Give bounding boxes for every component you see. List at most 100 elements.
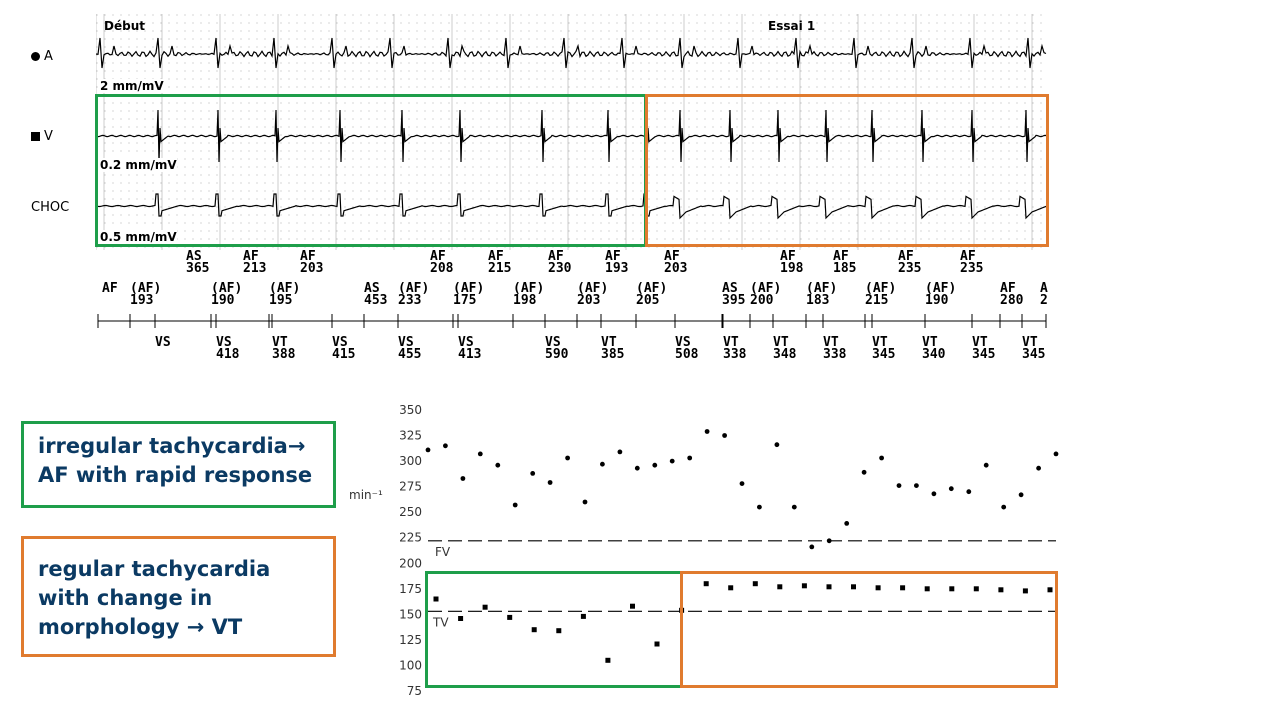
atrial-rate-point (722, 433, 727, 438)
green-highlight-box-ecg (95, 94, 647, 247)
upper-marker-value: 230 (548, 261, 572, 276)
atrial-rate-point (879, 455, 884, 461)
tv-label: TV (432, 615, 449, 629)
atrial-rate-point (617, 449, 623, 455)
atrial-rate-point (774, 442, 780, 448)
ventricular-rate-point (433, 596, 439, 602)
ventricular-rate-point (728, 585, 734, 591)
middle-marker-code: (AF) (269, 281, 300, 296)
ventricular-rate-point (900, 585, 906, 591)
atrial-rate-point (547, 480, 553, 485)
note-af: irregular tachycardia→ AF with rapid res… (21, 421, 336, 508)
middle-marker-code: AF (1000, 281, 1016, 296)
lower-marker-code: VT (272, 335, 288, 350)
channel-label-v: V (31, 129, 53, 144)
marker-channel: AS365AF213AF203AF208AF215AF230AF193AF203… (97, 249, 1048, 362)
upper-marker-code: AS (186, 249, 202, 264)
upper-marker-code: AF (960, 249, 976, 264)
atrial-rate-point (565, 455, 570, 461)
ventricular-rate-point (973, 586, 979, 592)
ventricular-rate-point (580, 613, 586, 619)
lower-marker-code: VS (675, 335, 691, 350)
middle-marker-value: 395 (722, 293, 745, 308)
y-tick-label: 225 (399, 531, 422, 545)
middle-marker-code: (AF) (806, 281, 837, 296)
upper-marker-code: AF (898, 249, 914, 264)
atrial-rate-point (652, 462, 658, 468)
atrial-rate-point (582, 499, 588, 505)
ventricular-rate-point (801, 583, 807, 589)
lower-marker-value: 338 (823, 347, 847, 362)
upper-marker-value: 203 (664, 261, 687, 276)
middle-marker-value: 190 (925, 293, 949, 308)
note-vt-line3: morphology → VT (38, 615, 243, 639)
middle-marker-code: AS (722, 281, 738, 296)
y-tick-label: 300 (399, 454, 422, 468)
atrial-rate-point (669, 458, 675, 464)
atrial-rate-point (809, 544, 815, 550)
middle-marker-value: 233 (398, 293, 421, 308)
middle-marker-code: AS (364, 281, 380, 296)
middle-marker-value: 175 (453, 293, 476, 308)
ventricular-rate-point (752, 581, 758, 587)
lower-marker-value: 345 (872, 347, 895, 362)
lower-marker-code: VS (155, 335, 171, 350)
middle-marker-code: (AF) (925, 281, 956, 296)
channel-label-a: A (31, 49, 53, 64)
middle-marker-value: 453 (364, 293, 387, 308)
square-icon (31, 132, 40, 141)
atrial-rate-point (704, 429, 710, 434)
upper-marker-value: 185 (833, 261, 856, 276)
upper-marker-code: AF (833, 249, 849, 264)
atrial-rate-point (757, 504, 762, 510)
lower-marker-value: 415 (332, 347, 355, 362)
ventricular-rate-point (875, 585, 881, 591)
y-tick-label: 150 (399, 607, 422, 621)
y-tick-label: 350 (399, 404, 422, 417)
orange-highlight-box-plot (680, 571, 1058, 688)
marker-trial: Essai 1 (768, 19, 816, 33)
orange-highlight-box-ecg (645, 94, 1049, 247)
upper-marker-value: 193 (605, 261, 628, 276)
middle-marker-code: (AF) (453, 281, 484, 296)
scale-a: 2 mm/mV (100, 79, 164, 93)
y-tick-label: 275 (399, 480, 422, 494)
upper-marker-value: 198 (780, 261, 804, 276)
marker-start: Début (104, 19, 145, 33)
atrial-rate-point (896, 483, 902, 488)
lower-marker-value: 413 (458, 347, 481, 362)
atrial-rate-point (791, 504, 797, 510)
ventricular-rate-point (458, 616, 464, 621)
lower-marker-code: VT (922, 335, 938, 350)
middle-marker-value: 215 (865, 293, 888, 308)
atrial-rate-point (1036, 465, 1041, 471)
lower-marker-code: VT (601, 335, 617, 350)
ventricular-rate-point (703, 581, 709, 587)
lower-marker-code: VT (823, 335, 839, 350)
ventricular-rate-point (851, 584, 856, 590)
middle-marker-code: (AF) (398, 281, 429, 296)
ventricular-rate-point (605, 657, 611, 663)
middle-marker-code: (AF) (577, 281, 608, 296)
circle-icon (31, 52, 40, 61)
ventricular-rate-point (507, 614, 513, 620)
middle-marker-value: 200 (750, 293, 774, 308)
ventricular-rate-point (826, 584, 832, 590)
upper-marker-value: 203 (300, 261, 323, 276)
middle-marker-value: 205 (636, 293, 659, 308)
lower-marker-value: 340 (922, 347, 946, 362)
upper-marker-code: AF (300, 249, 316, 264)
y-tick-label: 175 (399, 582, 422, 596)
y-tick-label: 100 (399, 659, 422, 673)
middle-marker-value: 195 (269, 293, 292, 308)
atrial-rate-point (460, 476, 466, 481)
middle-marker-value: 183 (806, 293, 829, 308)
middle-marker-code: (AF) (211, 281, 242, 296)
plot-y-label: min⁻¹ (349, 488, 383, 502)
lower-marker-value: 385 (601, 347, 624, 362)
middle-marker-code: AF (102, 281, 118, 296)
green-highlight-box-plot (425, 571, 683, 688)
lower-marker-code: VS (458, 335, 474, 350)
y-tick-label: 200 (399, 556, 422, 570)
atrial-rate-point (861, 469, 867, 475)
